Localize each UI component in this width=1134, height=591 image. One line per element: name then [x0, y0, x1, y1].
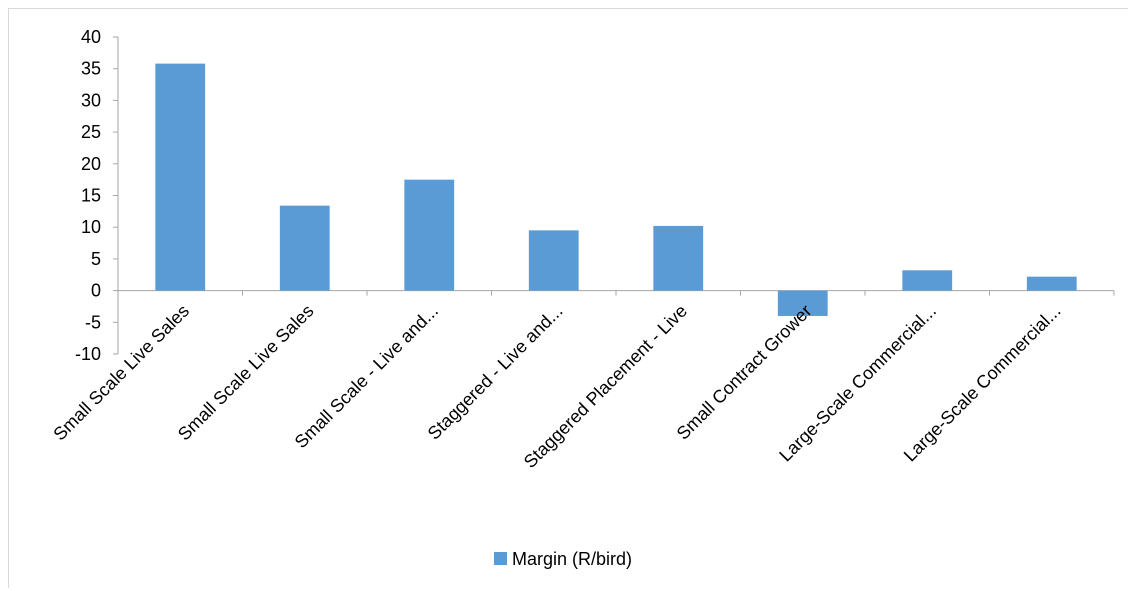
legend-label: Margin (R/bird)	[512, 549, 632, 569]
legend: Margin (R/bird)	[494, 549, 632, 569]
y-tick-label: 40	[81, 27, 101, 47]
y-tick-label: 35	[81, 59, 101, 79]
bar	[902, 270, 953, 291]
y-tick-label: 25	[81, 122, 101, 142]
bar	[279, 205, 330, 291]
bar	[155, 63, 206, 291]
bar	[528, 230, 579, 291]
y-tick-label: 15	[81, 186, 101, 206]
x-tick-label: Small Scale Live Sales	[174, 301, 318, 445]
bar	[777, 290, 828, 316]
x-tick-label: Small Scale - Live and...	[291, 301, 442, 452]
bar	[404, 179, 455, 291]
x-tick-label: Staggered - Live and...	[424, 301, 567, 444]
bar	[1026, 276, 1077, 291]
x-tick-label: Small Scale Live Sales	[49, 301, 193, 445]
y-axis: -10 -5 0 5 10 15 20 25 30 35 40	[75, 27, 119, 364]
y-tick-label: 20	[81, 154, 101, 174]
chart-frame	[8, 8, 1128, 588]
bars	[155, 63, 1077, 316]
bar	[653, 225, 704, 291]
y-tick-label: -10	[75, 344, 101, 364]
y-tick-label: 30	[81, 90, 101, 110]
y-tick-label: 0	[91, 281, 101, 301]
y-tick-label: 10	[81, 217, 101, 237]
x-axis	[117, 290, 1115, 296]
y-tick-label: -5	[85, 312, 101, 332]
x-tick-label: Small Contract Grower	[673, 301, 816, 444]
legend-swatch	[494, 552, 507, 565]
y-tick-label: 5	[91, 249, 101, 269]
